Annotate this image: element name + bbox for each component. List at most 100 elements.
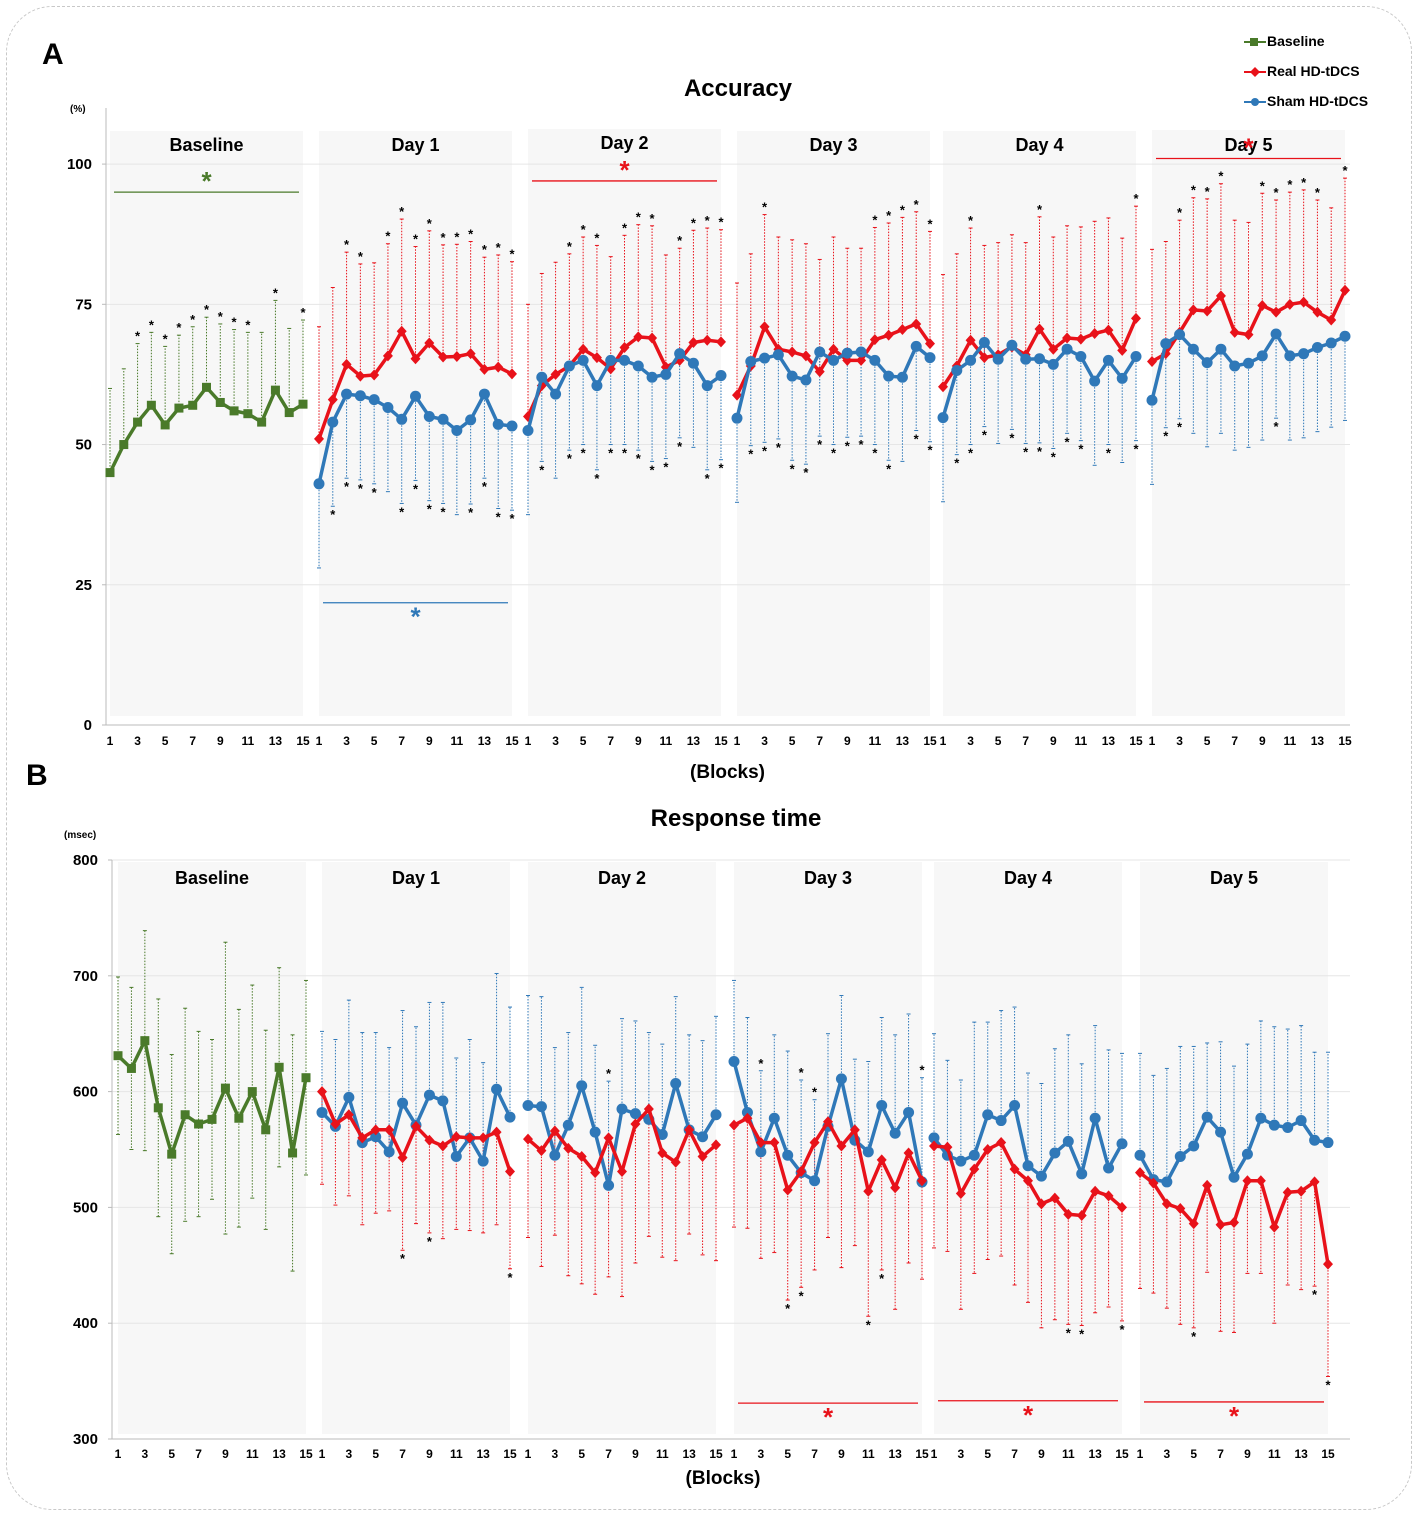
acc-point-day-2-sham-hd-tdcs-10 (646, 371, 658, 383)
rt-point-day-5-sham-hd-tdcs-11 (1268, 1119, 1280, 1131)
rt-point-day-5-real-hd-tdcs-5 (1188, 1218, 1199, 1230)
rt-point-day-5-real-hd-tdcs-6 (1202, 1179, 1213, 1191)
rt-point-day-1-sham-hd-tdcs-5 (370, 1131, 382, 1143)
rt-x-tick-baseline-3: 3 (142, 1447, 149, 1461)
acc-point-day-5-sham-hd-tdcs-2 (1160, 338, 1172, 350)
acc-star-day-3-real-hd-tdcs-3: * (762, 200, 768, 215)
acc-point-day-5-real-hd-tdcs-11 (1284, 298, 1295, 310)
acc-point-day-3-sham-hd-tdcs-7 (814, 346, 826, 358)
acc-point-day-4-sham-hd-tdcs-5 (992, 353, 1004, 365)
rt-point-day-4-sham-hd-tdcs-12 (1076, 1168, 1088, 1180)
acc-star-day-4-real-hd-tdcs-3: * (968, 213, 974, 228)
rt-panel-title-baseline: Baseline (175, 868, 249, 888)
acc-point-baseline-baseline-8 (202, 382, 211, 392)
acc-point-day-2-sham-hd-tdcs-11 (660, 368, 672, 380)
acc-panel-title-baseline: Baseline (169, 135, 243, 155)
acc-x-tick-day-2-3: 3 (552, 734, 559, 748)
acc-point-day-3-real-hd-tdcs-15 (925, 338, 935, 350)
rt-star-day-3-sham-hd-tdcs-7: * (812, 1085, 818, 1100)
acc-star-day-2-sham-hd-tdcs-10: * (650, 462, 656, 477)
acc-point-day-2-real-hd-tdcs-14 (702, 334, 713, 346)
legend-baseline-label: Baseline (1267, 33, 1325, 49)
rt-x-tick-day-5-3: 3 (1164, 1447, 1171, 1461)
acc-point-day-2-sham-hd-tdcs-2 (536, 371, 548, 383)
acc-point-day-3-sham-hd-tdcs-14 (910, 340, 922, 352)
rt-point-day-5-sham-hd-tdcs-3 (1161, 1176, 1173, 1188)
acc-point-day-2-real-hd-tdcs-10 (647, 332, 658, 344)
acc-point-day-4-sham-hd-tdcs-2 (951, 365, 963, 377)
acc-point-day-3-sham-hd-tdcs-10 (855, 346, 867, 358)
acc-point-day-4-real-hd-tdcs-3 (965, 334, 976, 346)
acc-point-day-1-real-hd-tdcs-3 (341, 358, 352, 370)
acc-point-day-2-sham-hd-tdcs-6 (591, 380, 603, 392)
acc-overall-star-day-5-real-hd-tdcs: * (1243, 132, 1254, 162)
acc-x-tick-baseline-13: 13 (269, 734, 283, 748)
rt-point-day-3-sham-hd-tdcs-3 (755, 1146, 767, 1158)
acc-x-tick-day-2-11: 11 (660, 734, 673, 748)
acc-star-day-1-real-hd-tdcs-12: * (468, 226, 474, 241)
acc-x-tick-day-3-1: 1 (734, 734, 741, 748)
rt-x-tick-day-2-15: 15 (709, 1447, 723, 1461)
acc-point-baseline-baseline-9 (215, 397, 225, 407)
acc-star-day-2-real-hd-tdcs-14: * (705, 213, 711, 228)
rt-star-day-5-real-hd-tdcs-14: * (1312, 1287, 1318, 1302)
acc-star-day-3-real-hd-tdcs-13: * (900, 202, 906, 217)
rt-x-tick-day-4-3: 3 (958, 1447, 965, 1461)
rt-point-day-1-real-hd-tdcs-2 (330, 1118, 341, 1130)
acc-panel-title-day-4: Day 4 (1015, 135, 1063, 155)
rt-x-tick-day-3-1: 1 (731, 1447, 738, 1461)
rt-x-tick-day-5-13: 13 (1294, 1447, 1308, 1461)
rt-point-day-2-sham-hd-tdcs-11 (656, 1128, 668, 1140)
rt-point-day-3-sham-hd-tdcs-13 (889, 1127, 901, 1139)
acc-star-day-4-sham-hd-tdcs-2: * (954, 456, 960, 471)
acc-point-day-1-sham-hd-tdcs-15 (506, 420, 518, 432)
rt-x-tick-day-4-11: 11 (1062, 1447, 1075, 1461)
rt-panel-bg-day-3 (734, 862, 922, 1434)
rt-point-day-5-real-hd-tdcs-8 (1229, 1216, 1239, 1228)
acc-point-day-3-real-hd-tdcs-10 (856, 354, 867, 366)
acc-star-day-2-sham-hd-tdcs-2: * (539, 462, 545, 477)
acc-x-tick-day-5-1: 1 (1149, 734, 1156, 748)
acc-point-day-4-real-hd-tdcs-9 (1048, 343, 1059, 355)
acc-point-day-3-real-hd-tdcs-13 (897, 324, 908, 336)
rt-point-day-1-real-hd-tdcs-12 (464, 1132, 475, 1144)
acc-x-tick-day-5-15: 15 (1338, 734, 1352, 748)
rt-x-tick-day-3-13: 13 (888, 1447, 902, 1461)
acc-point-day-5-real-hd-tdcs-10 (1271, 306, 1282, 318)
rt-star-day-4-real-hd-tdcs-15: * (1119, 1322, 1125, 1337)
acc-point-day-5-sham-hd-tdcs-1 (1146, 394, 1158, 406)
rt-point-day-4-sham-hd-tdcs-4 (968, 1149, 980, 1161)
acc-point-day-3-real-hd-tdcs-7 (814, 366, 825, 378)
acc-star-day-2-real-hd-tdcs-9: * (636, 210, 642, 225)
rt-point-day-3-real-hd-tdcs-3 (755, 1137, 766, 1149)
acc-x-tick-day-4-5: 5 (995, 734, 1002, 748)
acc-x-tick-day-1-7: 7 (398, 734, 405, 748)
acc-point-day-5-real-hd-tdcs-5 (1202, 305, 1213, 317)
acc-point-day-4-sham-hd-tdcs-14 (1116, 372, 1128, 384)
acc-point-baseline-baseline-3 (133, 417, 143, 427)
rt-y-tick-700: 700 (73, 968, 98, 985)
acc-point-day-1-sham-hd-tdcs-14 (492, 418, 504, 430)
rt-point-day-2-sham-hd-tdcs-4 (562, 1119, 574, 1131)
acc-point-day-4-sham-hd-tdcs-6 (1006, 339, 1018, 351)
acc-point-day-5-real-hd-tdcs-6 (1215, 290, 1226, 302)
rt-point-day-4-real-hd-tdcs-4 (969, 1163, 980, 1175)
rt-point-day-3-real-hd-tdcs-12 (876, 1154, 887, 1166)
rt-point-day-4-sham-hd-tdcs-14 (1103, 1162, 1115, 1174)
rt-point-day-4-real-hd-tdcs-1 (929, 1140, 939, 1152)
rt-x-tick-day-3-3: 3 (758, 1447, 765, 1461)
acc-point-day-4-sham-hd-tdcs-4 (978, 336, 990, 348)
acc-x-tick-day-3-15: 15 (923, 734, 937, 748)
acc-point-day-1-sham-hd-tdcs-10 (437, 413, 449, 425)
acc-star-day-4-sham-hd-tdcs-3: * (968, 446, 974, 461)
acc-point-day-4-sham-hd-tdcs-10 (1061, 343, 1073, 355)
acc-point-baseline-baseline-12 (257, 417, 267, 427)
acc-star-day-1-sham-hd-tdcs-14: * (496, 509, 502, 524)
rt-point-day-2-sham-hd-tdcs-1 (522, 1099, 534, 1111)
acc-point-baseline-baseline-15 (298, 399, 308, 409)
rt-point-day-4-sham-hd-tdcs-9 (1035, 1170, 1047, 1182)
rt-point-day-2-real-hd-tdcs-5 (576, 1150, 587, 1162)
acc-point-day-4-sham-hd-tdcs-11 (1075, 350, 1087, 362)
acc-x-tick-day-2-1: 1 (525, 734, 532, 748)
rt-point-baseline-baseline-3 (140, 1036, 150, 1046)
